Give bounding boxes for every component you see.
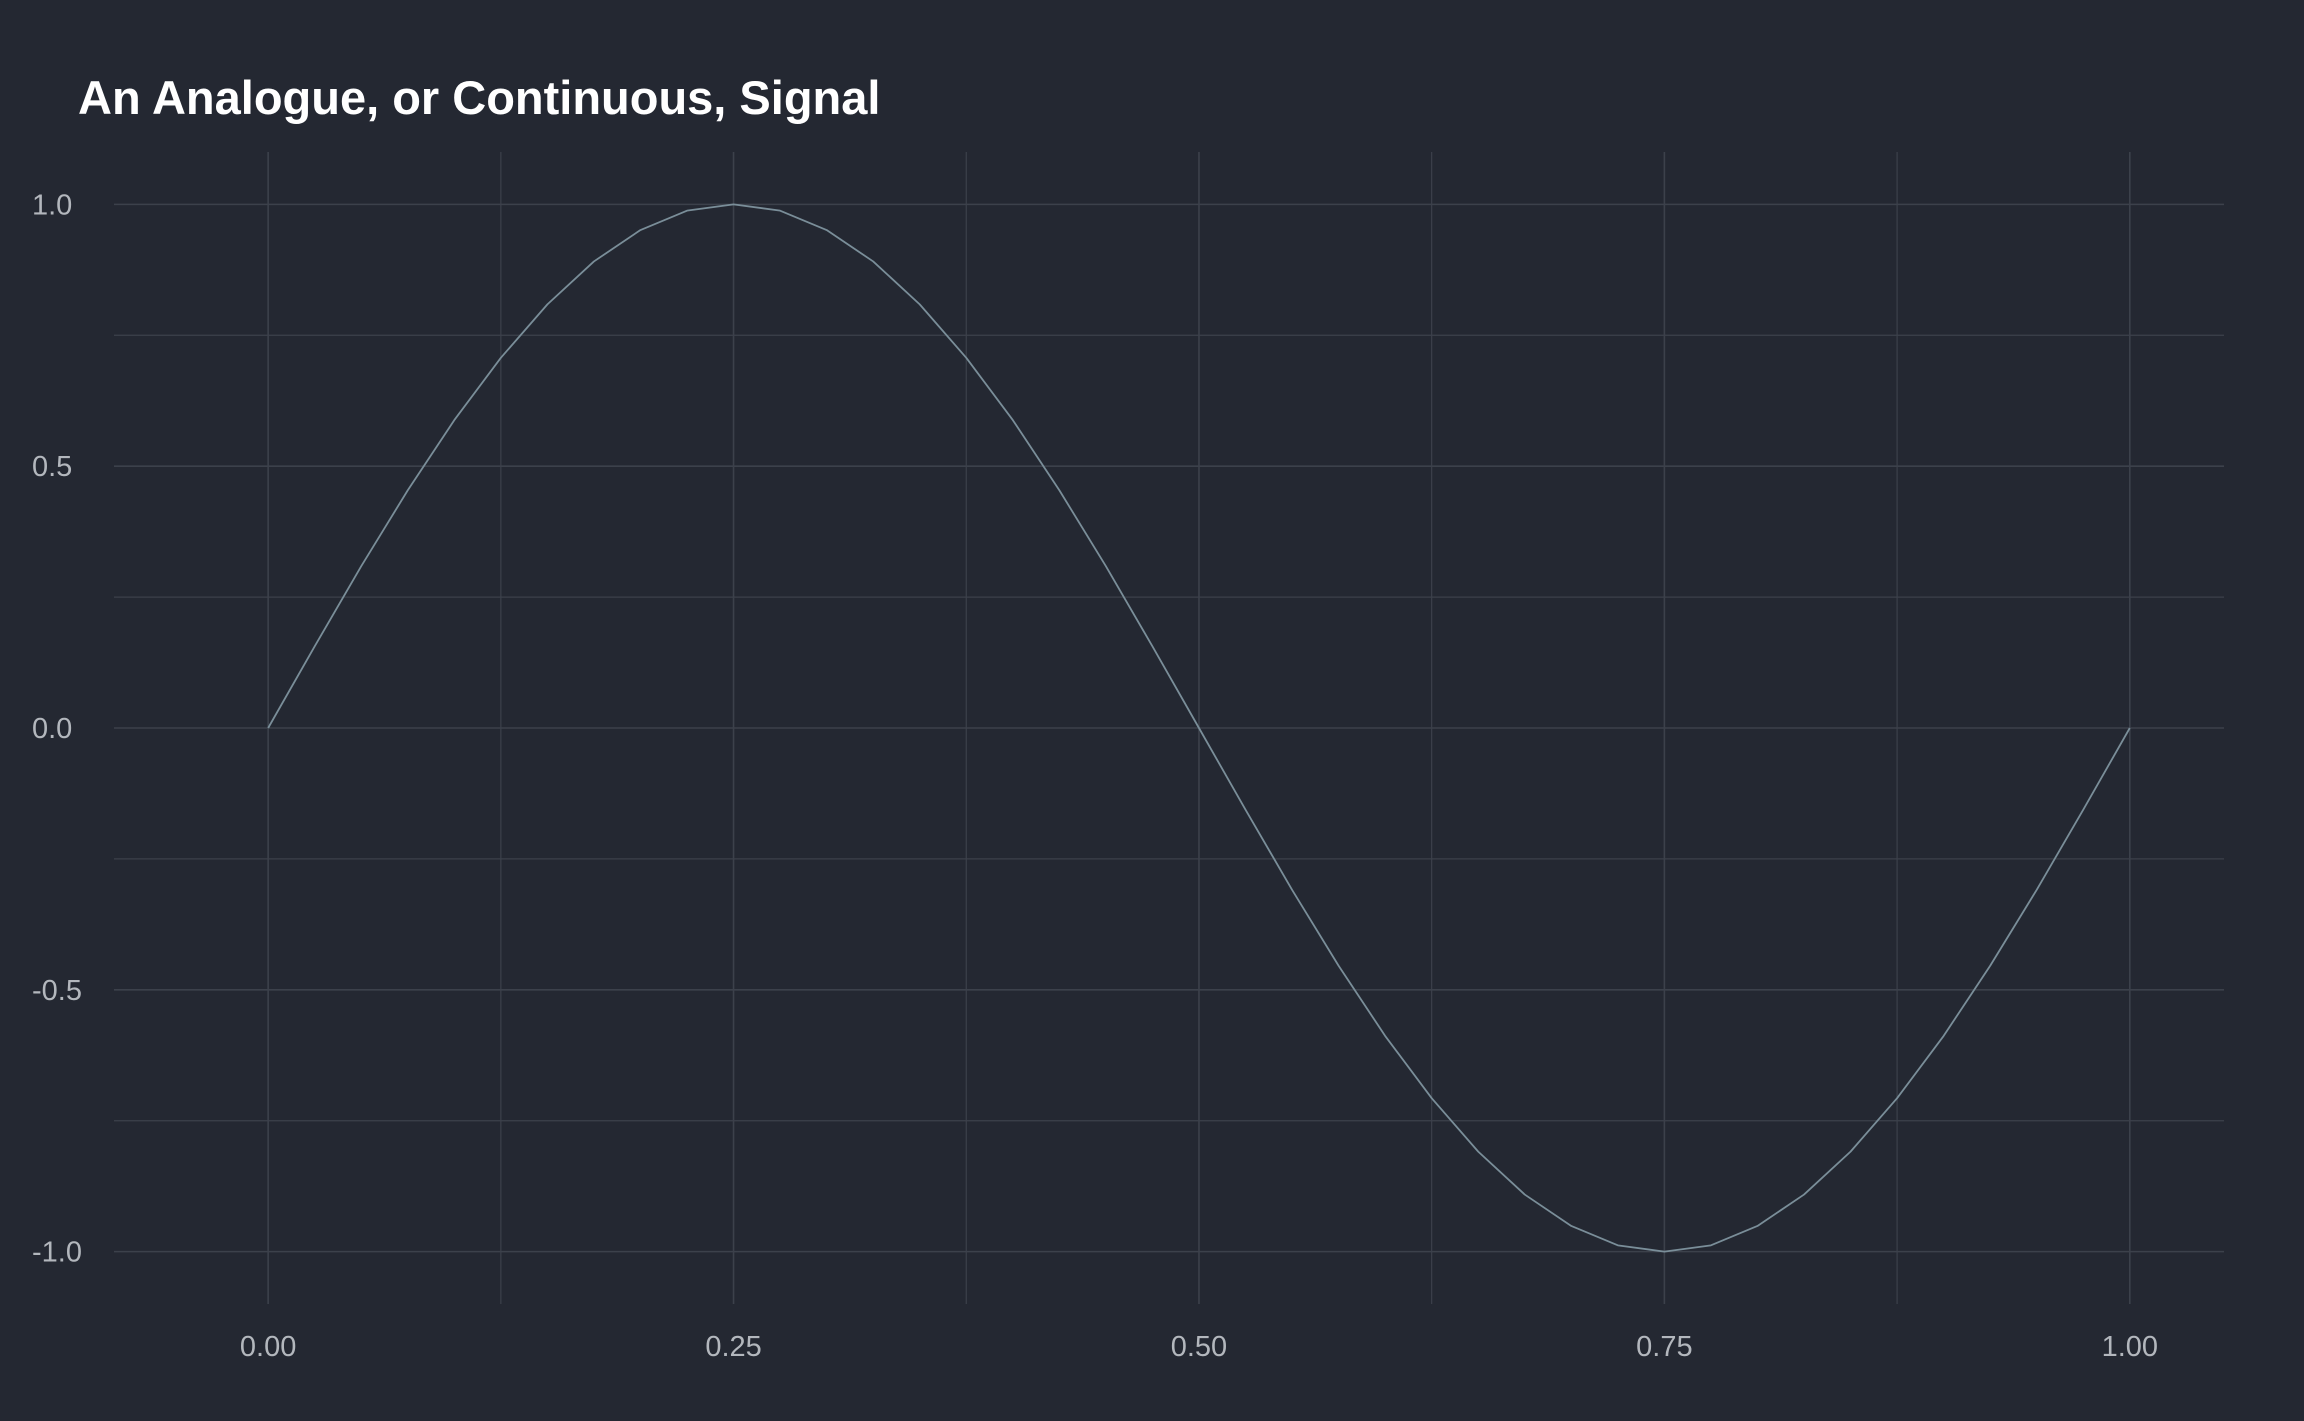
grid [114, 152, 2224, 1304]
y-tick-label: 0.5 [32, 451, 72, 483]
x-tick-label: 0.50 [1171, 1331, 1227, 1363]
x-tick-label: 0.00 [240, 1331, 296, 1363]
x-tick-label: 1.00 [2102, 1331, 2158, 1363]
series-layer [267, 203, 2131, 1253]
x-tick-label: 0.25 [705, 1331, 761, 1363]
y-tick-label: 0.0 [32, 713, 72, 745]
y-tick-label: -1.0 [32, 1237, 82, 1269]
tick-labels: 0.00 0.25 0.50 0.75 1.00 -1.0 -0.5 0.0 0.5 1.0 [32, 189, 2158, 1363]
x-tick-label: 0.75 [1636, 1331, 1692, 1363]
chart-title: An Analogue, or Continuous, Signal [78, 71, 881, 124]
series-line [267, 203, 2131, 1253]
y-tick-label: 1.0 [32, 189, 72, 221]
y-tick-label: -0.5 [32, 975, 82, 1007]
